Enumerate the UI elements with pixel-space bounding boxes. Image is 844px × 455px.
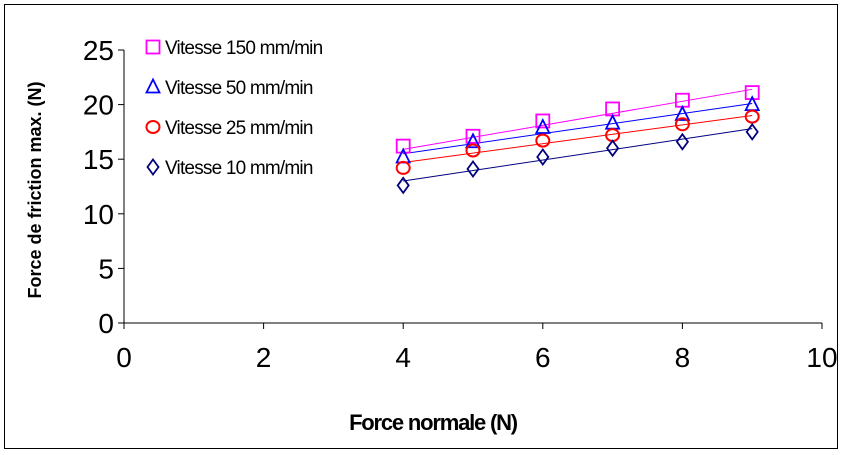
x-tick-label: 6 — [535, 342, 551, 373]
legend-marker — [145, 120, 161, 134]
data-point — [605, 139, 620, 158]
trendline — [403, 128, 753, 182]
x-tick-label: 0 — [116, 342, 132, 373]
data-point — [395, 160, 411, 175]
legend-marker — [146, 157, 160, 177]
y-tick-label: 25 — [83, 35, 114, 66]
data-point — [395, 138, 411, 154]
legend-item: Vitesse 50 mm/min — [145, 77, 314, 99]
legend-item: Vitesse 150 mm/min — [145, 38, 323, 59]
y-tick-label: 15 — [83, 144, 114, 175]
legend-item: Vitesse 10 mm/min — [146, 157, 314, 179]
data-point — [604, 113, 621, 130]
data-point — [396, 176, 410, 195]
data-point — [466, 160, 480, 179]
data-point — [534, 118, 551, 134]
data-point — [535, 133, 551, 148]
legend-item: Vitesse 25 mm/min — [145, 118, 314, 139]
data-point — [465, 132, 481, 149]
data-point — [536, 147, 550, 167]
legend-label: Vitesse 10 mm/min — [165, 158, 313, 179]
data-point — [465, 143, 481, 158]
data-point — [674, 104, 691, 121]
x-tick-label: 2 — [256, 342, 272, 373]
trendline — [403, 88, 753, 150]
y-tick-label: 20 — [83, 90, 114, 121]
data-point — [395, 147, 412, 164]
x-axis-title: Force normale (N) — [349, 410, 518, 435]
x-tick-label: 10 — [806, 342, 837, 373]
legend-label: Vitesse 50 mm/min — [165, 78, 313, 99]
data-point — [745, 122, 759, 141]
y-tick-label: 5 — [98, 253, 114, 284]
data-point — [674, 117, 690, 132]
x-tick-label: 8 — [675, 342, 691, 373]
data-point — [535, 113, 551, 129]
trendline — [403, 115, 753, 163]
x-tick-label: 4 — [395, 342, 411, 373]
chart-canvas: 0 5 10 15 20 25 0 2 4 6 8 10 Vitesse 150 mm/min Vite… — [25, 35, 838, 435]
y-axis-title: Force de friction max. (N) — [25, 81, 45, 298]
y-tick-label: 10 — [83, 199, 114, 230]
data-point — [675, 132, 690, 151]
legend-label: Vitesse 150 mm/min — [165, 38, 323, 59]
y-tick-label: 0 — [98, 308, 114, 339]
chart-area: 0 5 10 15 20 25 0 2 4 6 8 10 Vitesse 150 mm/min Vite… — [4, 4, 838, 449]
legend-label: Vitesse 25 mm/min — [165, 118, 313, 139]
data-point — [744, 109, 760, 124]
legend-marker — [145, 77, 161, 94]
trendline — [403, 103, 753, 155]
data-point — [465, 128, 481, 144]
legend-marker — [145, 39, 161, 55]
